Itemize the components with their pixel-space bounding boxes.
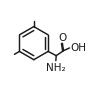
Text: NH₂: NH₂ [46,63,66,73]
Text: OH: OH [70,43,86,53]
Text: O: O [58,33,66,43]
